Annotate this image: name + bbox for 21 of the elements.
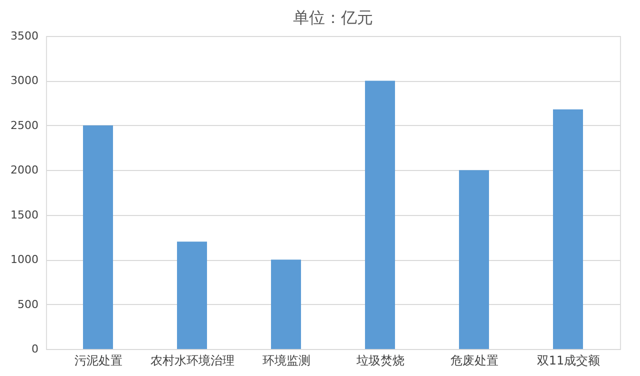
y-tick-label: 500 <box>18 298 38 311</box>
y-tick-label: 3000 <box>10 74 38 88</box>
bar <box>271 260 301 349</box>
y-tick-label: 2000 <box>10 164 38 177</box>
bar <box>365 80 395 349</box>
bar <box>177 242 207 349</box>
x-tick-label: 危废处置 <box>450 354 498 368</box>
chart-title: 单位：亿元 <box>293 8 373 27</box>
y-tick-label: 1000 <box>10 253 38 266</box>
y-tick-label: 0 <box>32 342 38 356</box>
bar <box>459 170 489 349</box>
x-tick-label: 农村水环境治理 <box>150 354 234 368</box>
y-tick-label: 2500 <box>10 118 38 132</box>
x-tick-label: 双11成交额 <box>536 354 600 368</box>
y-tick-label: 1500 <box>10 208 38 222</box>
bar <box>553 109 583 349</box>
x-tick-label: 环境监测 <box>262 354 310 368</box>
y-tick-label: 3500 <box>10 30 38 42</box>
x-tick-label: 污泥处置 <box>74 354 122 368</box>
x-tick-label: 垃圾焚烧 <box>356 354 404 368</box>
bar <box>83 125 113 349</box>
